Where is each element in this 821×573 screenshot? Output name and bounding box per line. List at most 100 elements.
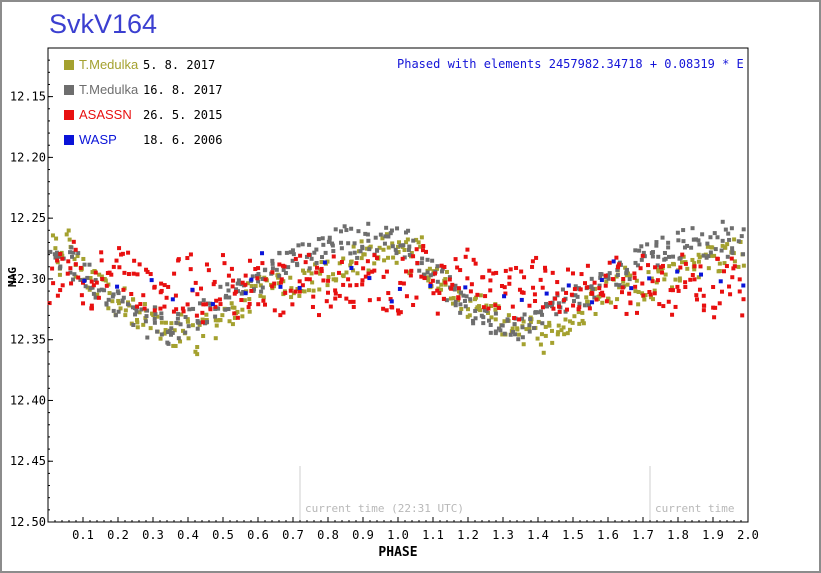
data-point [171,309,176,314]
data-point [159,332,164,337]
data-point [202,321,207,326]
data-point [411,303,416,308]
data-point [232,291,237,296]
data-point [606,273,611,278]
data-point [380,236,385,241]
data-point [193,280,198,285]
data-point [656,269,661,274]
data-point [553,296,558,301]
data-point [288,275,293,280]
data-point [625,282,630,287]
data-point [654,240,659,245]
data-point [566,283,571,288]
data-point [404,240,409,245]
data-point [356,229,361,234]
legend-swatch [64,135,74,145]
data-point [111,292,116,297]
data-point [530,264,535,269]
data-point [619,290,624,295]
data-point [215,318,220,323]
data-point [286,265,291,270]
data-point [309,271,314,276]
data-point [300,283,305,288]
data-point [603,273,608,278]
data-point [341,282,346,287]
data-point [439,287,444,292]
data-point [183,315,188,320]
data-point [692,264,697,269]
data-point [740,313,745,318]
data-point [302,289,307,294]
data-point [272,281,277,286]
data-point [690,226,695,231]
data-point [543,265,548,270]
data-point [689,245,694,250]
data-point [597,283,602,288]
data-point [640,281,645,286]
data-point [500,332,505,337]
data-point [358,249,363,254]
data-point [262,302,267,307]
data-point [48,249,53,254]
data-point [718,279,723,284]
data-point [536,310,541,315]
data-point [486,318,491,323]
data-point [444,269,449,274]
data-point [717,269,722,274]
data-point [614,255,619,260]
data-point [123,308,128,313]
data-point [670,312,675,317]
data-point [171,343,176,348]
data-point [125,302,130,307]
data-point [200,310,205,315]
data-point [310,304,315,309]
x-tick-label: 1.3 [492,528,514,542]
data-point [185,302,190,307]
data-point [516,337,521,342]
data-point [477,304,482,309]
data-point [493,317,498,322]
data-point [604,279,609,284]
data-point [593,311,598,316]
data-point [673,277,678,282]
data-point [99,258,104,263]
data-point [89,279,94,284]
data-point [323,250,328,255]
data-point [229,266,234,271]
data-point [289,286,294,291]
data-point [307,242,312,247]
data-point [311,288,316,293]
data-point [145,335,150,340]
data-point [645,242,650,247]
data-point [662,250,667,255]
data-point [331,277,336,282]
data-point [306,268,311,273]
data-point [359,256,364,261]
data-point [408,273,413,278]
data-point [465,314,470,319]
data-point [550,340,555,345]
data-point [279,277,284,282]
data-point [176,257,181,262]
data-point [88,286,93,291]
data-point [620,285,625,290]
data-point [293,289,298,294]
data-point [415,260,420,265]
data-point [253,283,258,288]
data-point [386,291,391,296]
data-point [555,291,560,296]
legend-series-date: 18. 6. 2006 [143,133,222,147]
data-point [396,240,401,245]
data-point [555,332,560,337]
data-point [341,256,346,261]
data-point [225,282,230,287]
data-point [406,228,411,233]
data-point [115,284,120,289]
y-tick-label: 12.50 [10,515,46,529]
data-point [88,276,93,281]
data-point [696,238,701,243]
data-point [208,301,213,306]
data-point [319,269,324,274]
data-point [646,263,651,268]
data-point [277,251,282,256]
